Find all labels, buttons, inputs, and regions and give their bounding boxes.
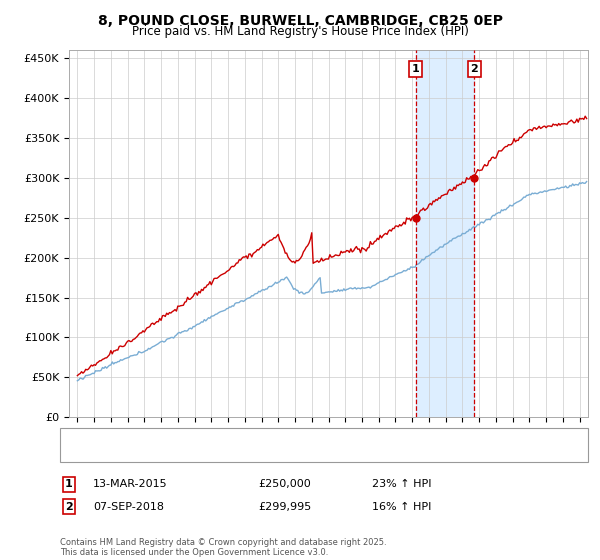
Text: 2: 2 xyxy=(65,502,73,512)
Text: 1: 1 xyxy=(65,479,73,489)
Text: 8, POUND CLOSE, BURWELL, CAMBRIDGE, CB25 0EP (semi-detached house): 8, POUND CLOSE, BURWELL, CAMBRIDGE, CB25… xyxy=(94,432,472,442)
Text: 23% ↑ HPI: 23% ↑ HPI xyxy=(372,479,431,489)
Text: 8, POUND CLOSE, BURWELL, CAMBRIDGE, CB25 0EP: 8, POUND CLOSE, BURWELL, CAMBRIDGE, CB25… xyxy=(97,14,503,28)
Text: 07-SEP-2018: 07-SEP-2018 xyxy=(93,502,164,512)
Text: Contains HM Land Registry data © Crown copyright and database right 2025.
This d: Contains HM Land Registry data © Crown c… xyxy=(60,538,386,557)
Text: 2: 2 xyxy=(470,64,478,74)
Text: HPI: Average price, semi-detached house, East Cambridgeshire: HPI: Average price, semi-detached house,… xyxy=(94,448,410,458)
Text: 1: 1 xyxy=(412,64,419,74)
Text: Price paid vs. HM Land Registry's House Price Index (HPI): Price paid vs. HM Land Registry's House … xyxy=(131,25,469,38)
Text: ——: —— xyxy=(69,446,94,459)
Text: 13-MAR-2015: 13-MAR-2015 xyxy=(93,479,167,489)
Text: £250,000: £250,000 xyxy=(258,479,311,489)
Text: 16% ↑ HPI: 16% ↑ HPI xyxy=(372,502,431,512)
Text: ——: —— xyxy=(69,431,94,444)
Bar xyxy=(416,50,474,417)
Text: £299,995: £299,995 xyxy=(258,502,311,512)
